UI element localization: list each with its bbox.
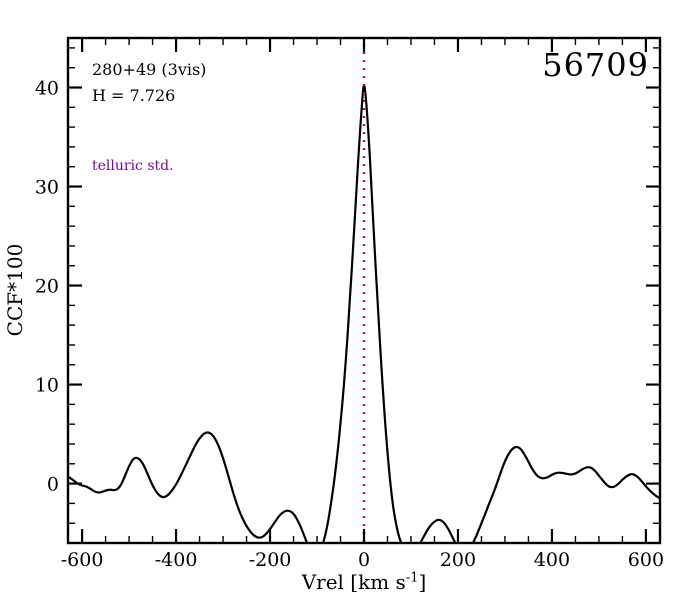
x-tick-label: -400 [155,549,198,571]
axes-frame [66,36,662,545]
x-axis-title-text: Vrel [km s [301,570,406,594]
x-tick-label: 400 [534,549,570,571]
plot-data-area [69,39,659,542]
x-tick-label: -600 [61,549,104,571]
x-axis-title-superscript: -1 [405,570,419,586]
axis-ticks [68,38,660,543]
y-axis-title: CCF*100 [3,243,27,337]
annotation-target-name: 280+49 (3vis) [92,60,207,79]
x-tick-label: 0 [358,549,370,571]
annotation-h-magnitude: H = 7.726 [92,86,176,105]
y-tick-label: 40 [35,78,59,100]
y-tick-label: 10 [35,375,59,397]
y-tick-label: 30 [35,177,59,199]
axis-tick-labels: -600 -400 -200 0 200 400 600 0 10 20 30 40 [35,78,664,571]
y-tick-label: 20 [35,276,59,298]
annotation-epoch-mjd: 56709 [542,46,649,84]
x-tick-label: -200 [249,549,292,571]
annotation-telluric-std: telluric std. [92,158,174,174]
x-axis-title: Vrel [km s-1] [68,570,660,594]
x-tick-label: 600 [628,549,664,571]
ccf-curve [69,84,659,542]
x-tick-label: 200 [440,549,476,571]
x-axis-title-bracket: ] [418,570,427,594]
y-tick-label: 0 [47,474,59,496]
